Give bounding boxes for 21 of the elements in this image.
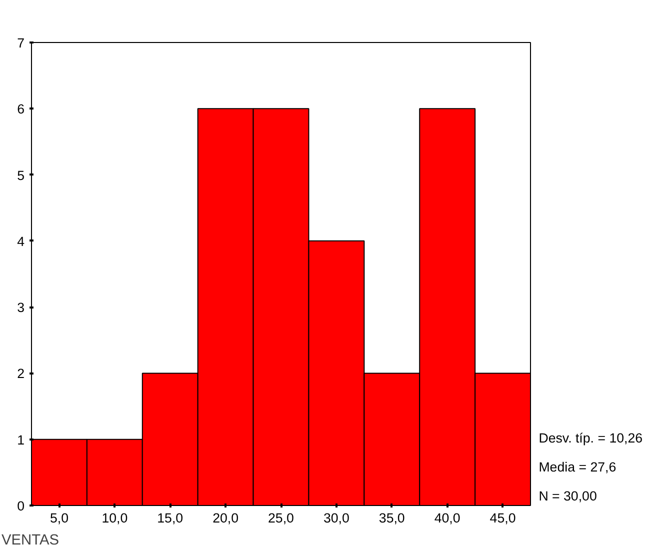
text: Desv. típ. = 10,26 <box>538 430 643 446</box>
x-tick-label: 45,0 <box>490 510 516 526</box>
x-tick-label: 40,0 <box>434 510 460 526</box>
y-tick-label: 1 <box>17 432 25 448</box>
x-tick-label: 30,0 <box>323 510 350 526</box>
y-tick-label: 3 <box>17 300 25 316</box>
x-tick-label: 20,0 <box>212 510 239 526</box>
x-tick-label: 15,0 <box>157 510 184 526</box>
y-tick-label: 7 <box>17 36 25 50</box>
text: N = 30,00 <box>538 488 597 504</box>
text: Media = 27,6 <box>538 460 616 474</box>
x-axis-title: VENTAS <box>2 532 60 548</box>
y-tick-label: 5 <box>17 168 25 183</box>
x-tick-label: 5,0 <box>50 510 68 526</box>
x-tick-label: 35,0 <box>378 510 405 526</box>
x-tick-label: 25,0 <box>268 510 294 526</box>
y-tick-label: 2 <box>17 366 25 382</box>
y-tick-label: 6 <box>17 102 25 117</box>
x-tick-label: 10,0 <box>102 510 128 526</box>
y-tick-label: 0 <box>17 498 25 514</box>
y-tick-label: 4 <box>17 234 26 249</box>
